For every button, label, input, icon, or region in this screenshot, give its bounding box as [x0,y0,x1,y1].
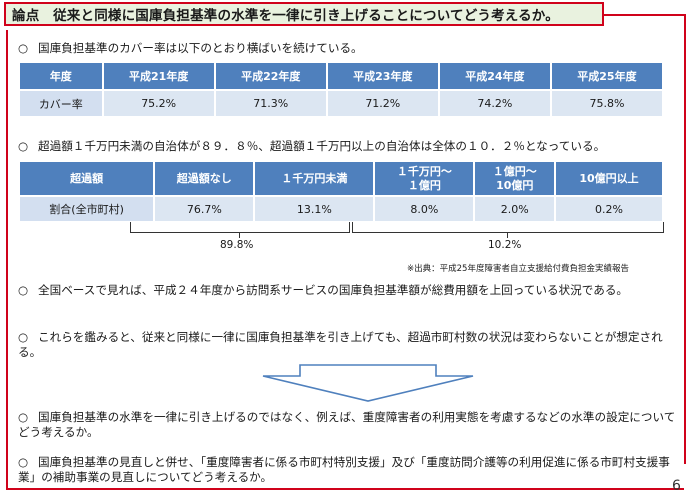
group-total-right: 10.2% [488,239,522,251]
header-line: １億円 [407,178,441,192]
bullet-conclusion: ○ これらを鑑みると、従来と同様に一律に国庫負担基準を引き上げても、超過市町村数の… [18,330,678,360]
header-line: １千万円～ [396,164,452,178]
bullet-mark: ○ [18,455,29,469]
down-arrow-icon [262,364,474,402]
table-cell: 0.2% [556,197,662,221]
table-row: カバー率 75.2% 71.3% 71.2% 74.2% 75.8% [20,91,662,116]
table-row: 割合(全市町村) 76.7% 13.1% 8.0% 2.0% 0.2% [20,197,662,221]
table-cell: 8.0% [375,197,474,221]
table-header-cell: 平成21年度 [103,63,214,89]
group-brace-left-tip [239,232,240,238]
table-cell: 71.3% [215,91,326,116]
header-line: 超過額なし [176,171,232,185]
bullet-national: ○ 全国ベースで見れば、平成２４年度から訪問系サービスの国庫負担基準額が総費用額を… [18,283,678,298]
table-header-cell: 平成22年度 [215,63,326,89]
header-line: 10億円以上 [579,171,639,185]
bullet-text: 国庫負担基準の見直しと併せ、「重度障害者に係る市町村特別支援」及び「重度訪問介護… [18,455,670,484]
bullet-mark: ○ [18,41,29,55]
page-title-text: 論点 従来と同様に国庫負担基準の水準を一律に引き上げることについてどう考えるか。 [12,8,559,24]
table-header-cell: 平成24年度 [439,63,550,89]
table-cell: 74.2% [439,91,550,116]
bullet-text: 国庫負担基準の水準を一律に引き上げるのではなく、例えば、重度障害者の利用実態を考… [18,410,676,439]
frame-border-left [6,30,8,488]
table-header-cell: 平成25年度 [551,63,662,89]
table-header-cell: １千万円～ １億円 [375,162,474,195]
bullet-text: 全国ベースで見れば、平成２４年度から訪問系サービスの国庫負担基準額が総費用額を上… [38,283,629,297]
bullet-text: 国庫負担基準のカバー率は以下のとおり横ばいを続けている。 [38,41,363,55]
header-line: １億円～ [492,164,537,178]
bullet-coverage: ○ 国庫負担基準のカバー率は以下のとおり横ばいを続けている。 [18,41,668,56]
excess-table: 超過額 超過額なし １千万円未満 １千万円～ １億円 １億円～ 10億円 10億円以… [18,160,664,223]
table-cell: 75.8% [551,91,662,116]
frame-border-right [684,14,686,464]
coverage-table: 年度 平成21年度 平成22年度 平成23年度 平成24年度 平成25年度 カバ… [18,61,664,118]
header-line: 10億円 [496,178,534,192]
bullet-mark: ○ [18,283,29,297]
group-brace-left [130,222,350,233]
bullet-text: 超過額１千万円未満の自治体が８９．８％、超過額１千万円以上の自治体は全体の１０．… [38,139,606,153]
table-cell: 2.0% [475,197,555,221]
table-header-cell: 年度 [20,63,102,89]
table-header-cell: １億円～ 10億円 [475,162,555,195]
table-header-cell: 超過額なし [155,162,254,195]
frame-border-bottom [6,488,684,490]
table-header-cell: 平成23年度 [327,63,438,89]
table-header-cell: 10億円以上 [556,162,662,195]
table-cell: 75.2% [103,91,214,116]
table-cell: 13.1% [255,197,374,221]
group-total-left: 89.8% [220,239,254,251]
table-cell: カバー率 [20,91,102,116]
table-header-cell: 超過額 [20,162,154,195]
bullet-proposal-level: ○ 国庫負担基準の水準を一律に引き上げるのではなく、例えば、重度障害者の利用実態を… [18,410,678,440]
group-brace-right-tip [507,232,508,238]
bullet-mark: ○ [18,330,29,344]
bullet-mark: ○ [18,139,29,153]
header-line: 超過額 [70,171,104,185]
page-title: 論点 従来と同様に国庫負担基準の水準を一律に引き上げることについてどう考えるか。 [4,2,604,26]
excess-table-header: 超過額 超過額なし １千万円未満 １千万円～ １億円 １億円～ 10億円 10億円以… [20,162,662,195]
table-header-cell: １千万円未満 [255,162,374,195]
bullet-excess: ○ 超過額１千万円未満の自治体が８９．８％、超過額１千万円以上の自治体は全体の１０… [18,139,678,154]
page-number: 6 [672,478,681,494]
bullet-text: これらを鑑みると、従来と同様に一律に国庫負担基準を引き上げても、超過市町村数の状… [18,330,663,359]
table-cell: 76.7% [155,197,254,221]
group-brace-right [352,222,664,233]
table-cell: 割合(全市町村) [20,197,154,221]
source-note: ※出典：平成25年度障害者自立支援給付費負担金実績報告 [407,264,629,274]
header-line: １千万円未満 [281,171,348,185]
coverage-table-header: 年度 平成21年度 平成22年度 平成23年度 平成24年度 平成25年度 [20,63,662,89]
table-cell: 71.2% [327,91,438,116]
bullet-mark: ○ [18,410,29,424]
bullet-proposal-review: ○ 国庫負担基準の見直しと併せ、「重度障害者に係る市町村特別支援」及び「重度訪問介… [18,455,678,485]
